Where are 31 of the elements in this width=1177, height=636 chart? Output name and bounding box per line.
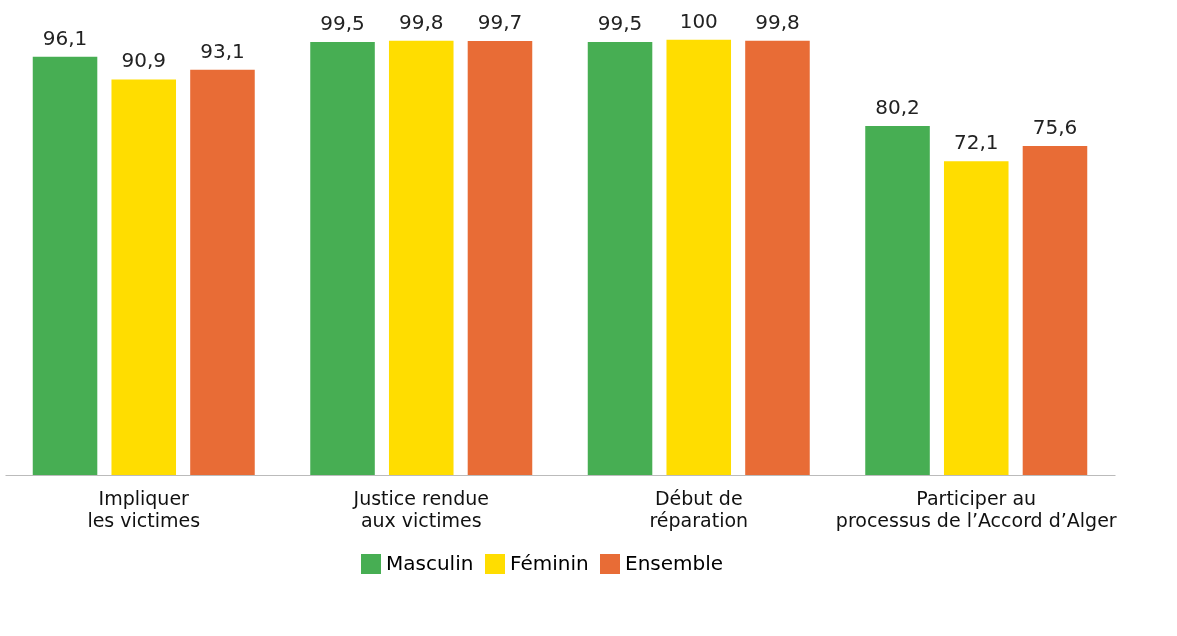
bar xyxy=(865,125,930,475)
x-tick-label: Justice rendue aux victimes xyxy=(352,486,489,531)
data-label: 90,9 xyxy=(121,48,167,73)
legend-label: Féminin xyxy=(510,551,589,575)
bar xyxy=(111,79,177,475)
bar xyxy=(32,56,98,475)
legend-label: Masculin xyxy=(386,551,474,575)
bar xyxy=(943,161,1009,475)
bar xyxy=(587,41,653,475)
data-label: 93,1 xyxy=(200,38,245,63)
bar xyxy=(745,40,810,475)
x-tick-label: Début de réparation xyxy=(649,486,749,531)
data-label: 75,6 xyxy=(1032,115,1078,139)
bar xyxy=(1022,146,1088,475)
data-label: 80,2 xyxy=(875,94,920,119)
bar xyxy=(190,69,255,475)
bar xyxy=(388,40,454,475)
data-label: 99,8 xyxy=(398,9,444,34)
data-label: 99,8 xyxy=(755,9,800,34)
x-tick-label: Impliquer les victimes xyxy=(87,486,201,531)
x-tick-label: Participer au processus de l’Accord d’Alger xyxy=(835,486,1117,531)
data-label: 99,5 xyxy=(597,10,643,35)
data-label: 99,5 xyxy=(320,10,365,35)
data-label: 100 xyxy=(679,8,718,33)
bar xyxy=(467,41,533,475)
legend-label: Ensemble xyxy=(625,551,724,575)
data-label: 99,7 xyxy=(477,10,523,35)
data-label: 96,1 xyxy=(42,25,88,50)
bar xyxy=(310,41,375,475)
data-label: 72,1 xyxy=(953,130,999,155)
bar xyxy=(666,39,732,475)
